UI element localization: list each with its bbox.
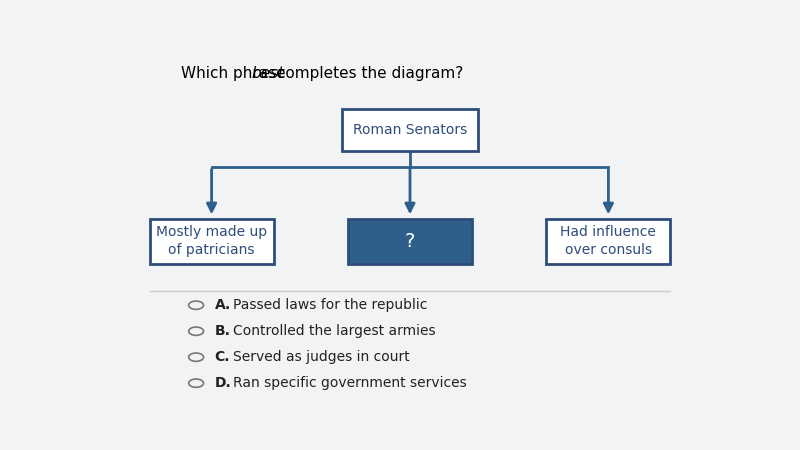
Text: Which phrase: Which phrase	[181, 66, 290, 81]
FancyBboxPatch shape	[342, 109, 478, 151]
Text: Mostly made up
of patricians: Mostly made up of patricians	[156, 225, 267, 257]
Text: Had influence
over consuls: Had influence over consuls	[561, 225, 656, 257]
Text: Controlled the largest armies: Controlled the largest armies	[234, 324, 436, 338]
Text: ?: ?	[405, 232, 415, 251]
Text: Ran specific government services: Ran specific government services	[234, 376, 467, 390]
Text: completes the diagram?: completes the diagram?	[272, 66, 464, 81]
Text: Served as judges in court: Served as judges in court	[234, 350, 410, 364]
Text: Passed laws for the republic: Passed laws for the republic	[234, 298, 428, 312]
FancyBboxPatch shape	[546, 219, 670, 264]
Text: B.: B.	[214, 324, 230, 338]
Text: C.: C.	[214, 350, 230, 364]
Text: best: best	[251, 66, 284, 81]
Text: Roman Senators: Roman Senators	[353, 123, 467, 137]
FancyBboxPatch shape	[348, 219, 472, 264]
Text: A.: A.	[214, 298, 231, 312]
FancyBboxPatch shape	[150, 219, 274, 264]
Text: D.: D.	[214, 376, 231, 390]
